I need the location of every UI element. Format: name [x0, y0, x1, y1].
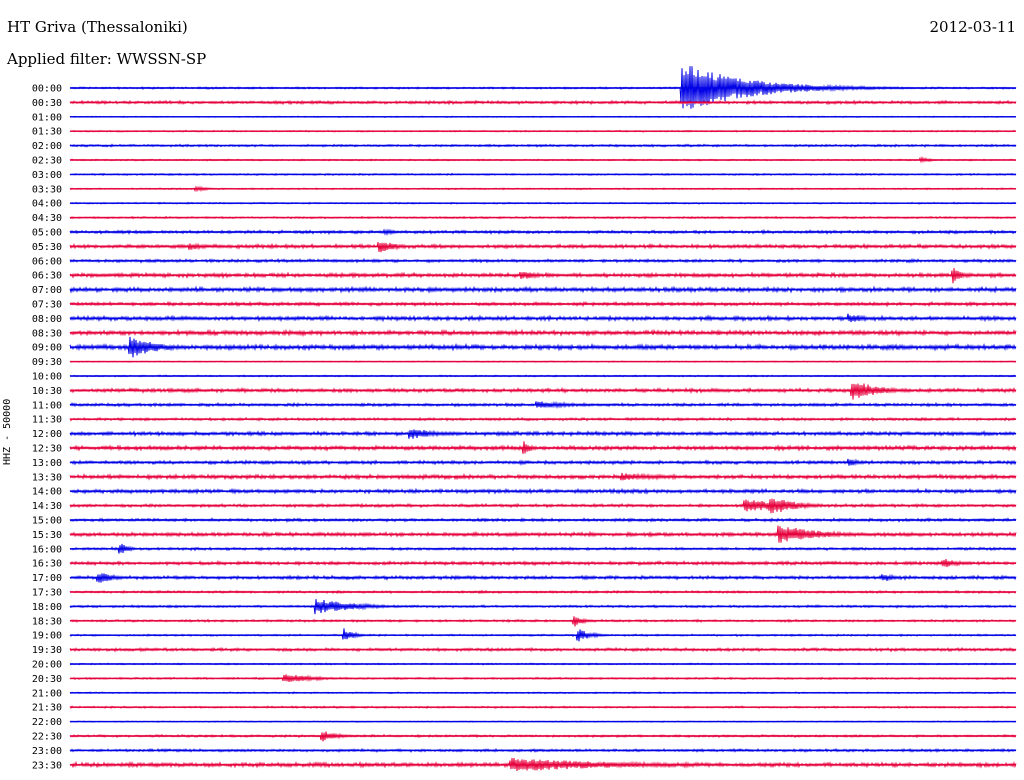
- hour-label: 15:30: [32, 530, 62, 541]
- hour-label: 01:00: [32, 112, 62, 123]
- recording-date: 2012-03-11: [929, 18, 1016, 36]
- hour-label: 07:30: [32, 300, 62, 311]
- hour-label: 13:30: [32, 472, 62, 483]
- seismic-traces: [69, 66, 1017, 771]
- hour-label: 04:00: [32, 199, 62, 210]
- hour-label: 18:30: [32, 616, 62, 627]
- hour-label: 17:00: [32, 573, 62, 584]
- hour-label: 11:30: [32, 415, 62, 426]
- hour-label: 02:00: [32, 141, 62, 152]
- hour-label: 21:00: [32, 688, 62, 699]
- hour-label: 14:00: [32, 487, 62, 498]
- hour-label: 20:00: [32, 660, 62, 671]
- hour-label: 10:30: [32, 386, 62, 397]
- hour-label: 18:00: [32, 602, 62, 613]
- hour-label: 13:00: [32, 458, 62, 469]
- station-title: HT Griva (Thessaloniki): [7, 18, 188, 36]
- hour-label: 23:30: [32, 760, 62, 771]
- hour-label: 19:00: [32, 631, 62, 642]
- trace-row: [69, 242, 1017, 253]
- hour-label: 19:30: [32, 645, 62, 656]
- hour-label: 03:00: [32, 170, 62, 181]
- hour-label: 01:30: [32, 127, 62, 138]
- hour-label: 12:30: [32, 444, 62, 455]
- hour-label: 05:00: [32, 228, 62, 239]
- hour-label: 05:30: [32, 242, 62, 253]
- hour-label: 06:30: [32, 271, 62, 282]
- hour-label: 03:30: [32, 184, 62, 195]
- hour-label: 22:00: [32, 717, 62, 728]
- hour-label: 17:30: [32, 588, 62, 599]
- hour-label: 07:00: [32, 285, 62, 296]
- hour-label: 12:00: [32, 429, 62, 440]
- hour-label: 02:30: [32, 156, 62, 167]
- hour-label: 16:30: [32, 559, 62, 570]
- hour-label: 08:30: [32, 328, 62, 339]
- hour-label: 04:30: [32, 213, 62, 224]
- hour-label: 21:30: [32, 703, 62, 714]
- trace-row: [69, 383, 1017, 400]
- hour-label: 23:00: [32, 746, 62, 757]
- hour-label: 16:00: [32, 544, 62, 555]
- hour-labels: 00:00 00:30 01:00 01:30 02:00 02:30 03:00 03:30…: [32, 84, 62, 772]
- hour-label: 14:30: [32, 501, 62, 512]
- hour-label: 11:00: [32, 400, 62, 411]
- hour-label: 10:00: [32, 372, 62, 383]
- hour-label: 22:30: [32, 732, 62, 743]
- hour-label: 09:30: [32, 357, 62, 368]
- filter-label: Applied filter: WWSSN-SP: [7, 50, 207, 68]
- hour-label: 00:30: [32, 98, 62, 109]
- hour-label: 00:00: [32, 84, 62, 95]
- hour-label: 09:00: [32, 343, 62, 354]
- hour-label: 06:00: [32, 256, 62, 267]
- hour-label: 20:30: [32, 674, 62, 685]
- hour-label: 15:00: [32, 516, 62, 527]
- hour-label: 08:00: [32, 314, 62, 325]
